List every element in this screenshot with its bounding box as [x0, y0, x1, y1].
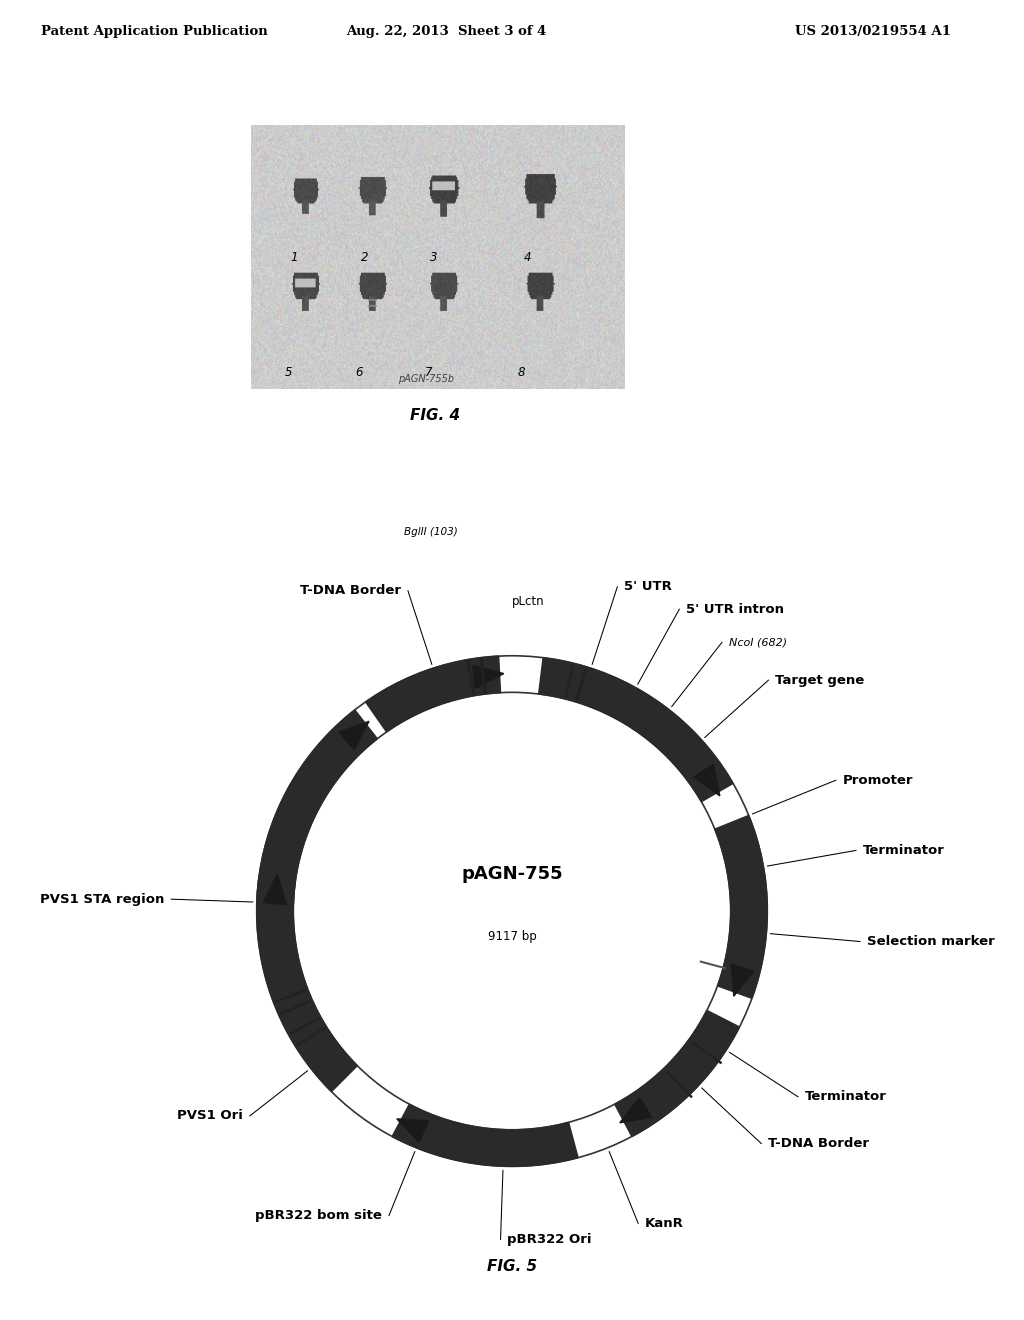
Text: Target gene: Target gene — [775, 673, 864, 686]
Text: 4: 4 — [523, 251, 531, 264]
Text: 5' UTR intron: 5' UTR intron — [686, 603, 784, 615]
Polygon shape — [715, 816, 767, 998]
Polygon shape — [257, 875, 357, 1092]
Text: PVS1 STA region: PVS1 STA region — [40, 892, 165, 906]
Text: Selection marker: Selection marker — [866, 935, 994, 948]
Text: Patent Application Publication: Patent Application Publication — [41, 25, 267, 38]
Text: PVS1 Ori: PVS1 Ori — [177, 1109, 244, 1122]
Text: 5: 5 — [285, 366, 292, 379]
Text: Terminator: Terminator — [805, 1090, 887, 1104]
Polygon shape — [473, 665, 504, 688]
Polygon shape — [263, 874, 287, 904]
Text: FIG. 4: FIG. 4 — [411, 408, 460, 424]
Polygon shape — [539, 657, 733, 801]
Polygon shape — [392, 1104, 579, 1167]
Polygon shape — [257, 710, 378, 903]
Text: 7: 7 — [425, 366, 432, 379]
Polygon shape — [396, 1119, 429, 1142]
Text: Promoter: Promoter — [843, 774, 913, 787]
Text: NcoI (682): NcoI (682) — [728, 638, 786, 647]
Text: pLctn: pLctn — [512, 595, 544, 609]
Text: Terminator: Terminator — [862, 843, 944, 857]
Text: FIG. 5: FIG. 5 — [487, 1259, 537, 1275]
Polygon shape — [339, 721, 369, 750]
Text: pAGN-755b: pAGN-755b — [398, 374, 455, 384]
Text: 1: 1 — [290, 251, 298, 264]
Text: pBR322 bom site: pBR322 bom site — [255, 1209, 382, 1222]
Text: 8: 8 — [518, 366, 525, 379]
Polygon shape — [693, 764, 720, 796]
Text: T-DNA Border: T-DNA Border — [768, 1137, 869, 1150]
Text: KanR: KanR — [645, 1217, 684, 1230]
Text: 5' UTR: 5' UTR — [624, 581, 672, 593]
Text: 6: 6 — [355, 366, 364, 379]
Text: US 2013/0219554 A1: US 2013/0219554 A1 — [795, 25, 950, 38]
Polygon shape — [620, 1097, 651, 1123]
Text: 9117 bp: 9117 bp — [487, 929, 537, 942]
Text: 2: 2 — [361, 251, 369, 264]
Polygon shape — [614, 1010, 739, 1137]
Text: 3: 3 — [430, 251, 438, 264]
Polygon shape — [731, 964, 754, 997]
Text: pAGN-755: pAGN-755 — [461, 865, 563, 883]
Text: pBR322 Ori: pBR322 Ori — [507, 1233, 592, 1246]
Polygon shape — [366, 656, 501, 731]
Text: Aug. 22, 2013  Sheet 3 of 4: Aug. 22, 2013 Sheet 3 of 4 — [346, 25, 546, 38]
Text: BglII (103): BglII (103) — [404, 527, 458, 537]
Text: T-DNA Border: T-DNA Border — [300, 585, 401, 597]
